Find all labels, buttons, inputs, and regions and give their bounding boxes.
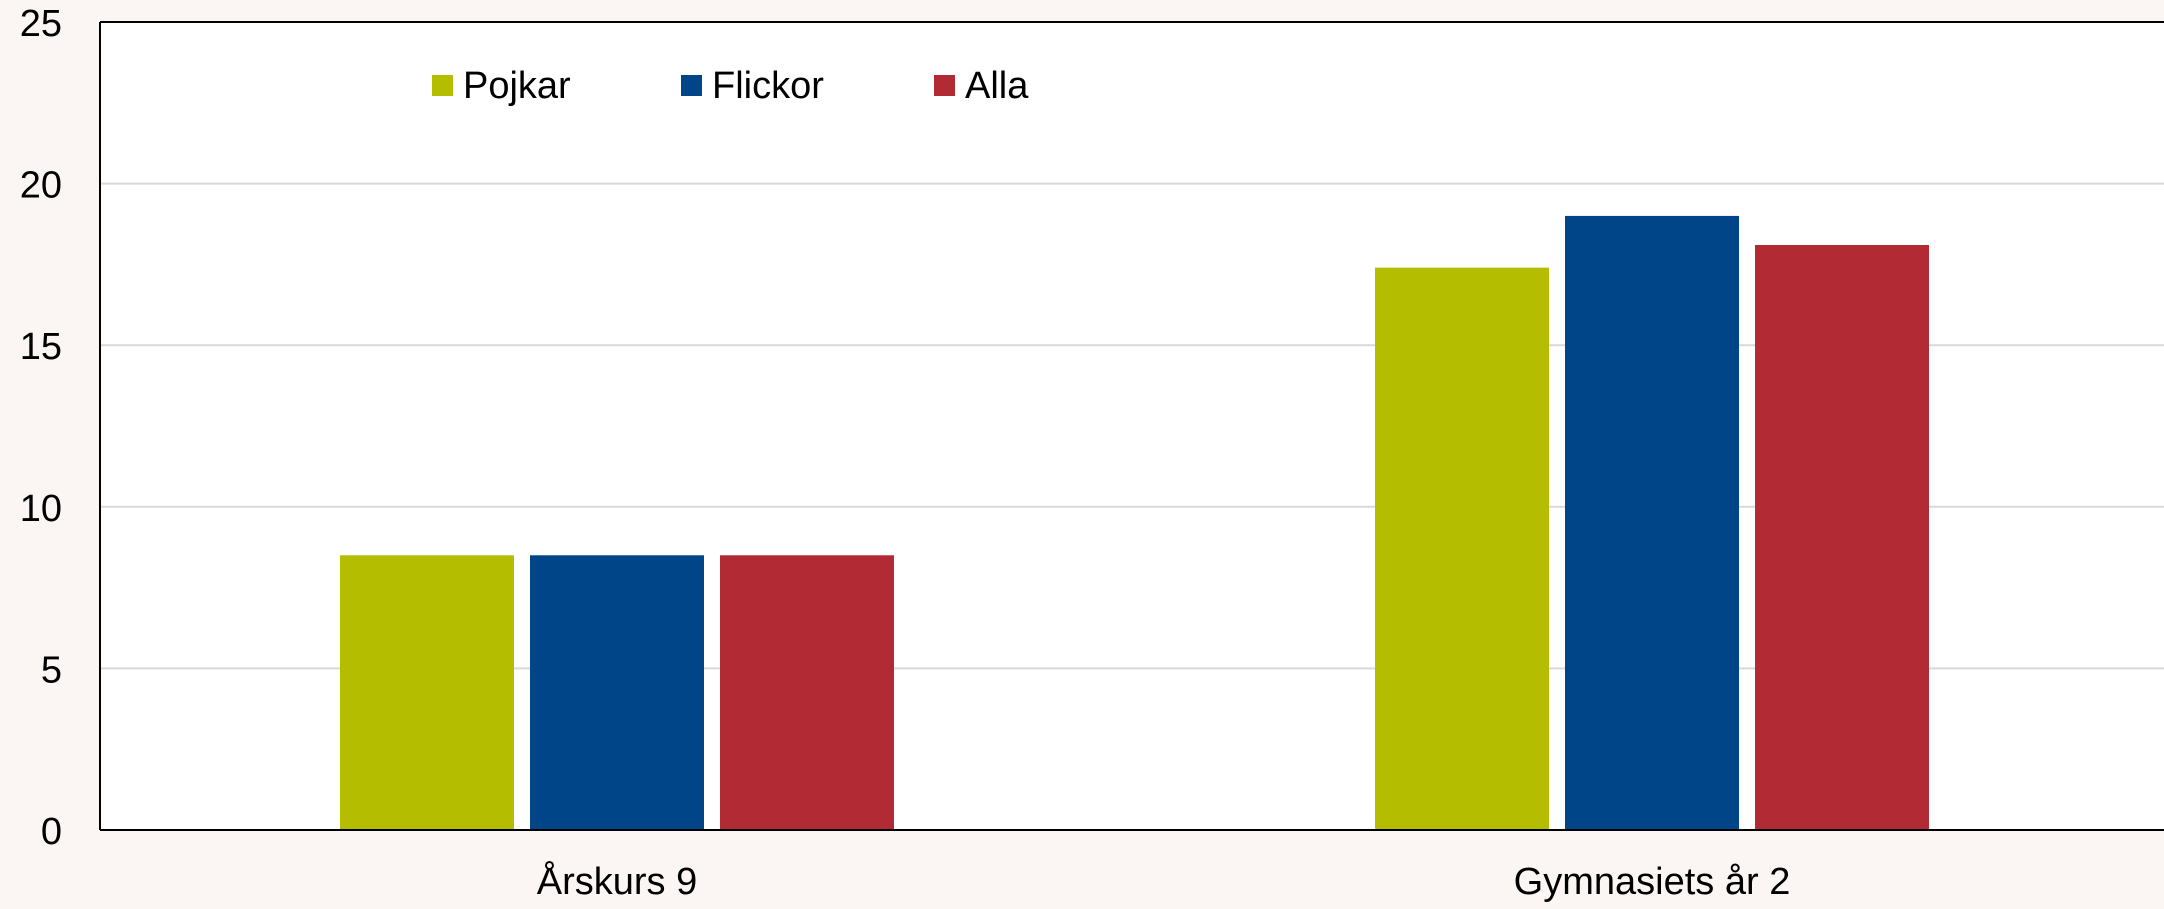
bar-alla-1 (720, 555, 894, 830)
y-tick-label: 0 (41, 811, 62, 853)
legend-label: Pojkar (463, 65, 571, 107)
bar-pojkar-1 (340, 555, 514, 830)
legend-label: Flickor (712, 65, 824, 107)
y-tick-label: 5 (41, 649, 62, 691)
y-tick-label: 20 (20, 165, 62, 207)
bar-alla-2 (1755, 245, 1929, 830)
legend-item-alla: Alla (934, 65, 1029, 107)
y-tick-label: 15 (20, 326, 62, 368)
bars (340, 215, 1929, 831)
bar-flickor-1 (530, 555, 704, 830)
legend-swatch (432, 75, 453, 96)
y-tick-label: 25 (20, 3, 62, 45)
legend-swatch (681, 75, 702, 96)
legend-label: Alla (965, 65, 1029, 107)
axes (99, 21, 2164, 831)
y-tick-labels: 0 5 10 15 20 25 (20, 3, 62, 853)
legend-item-flickor: Flickor (681, 65, 824, 107)
bar-flickor-2 (1565, 215, 1739, 831)
legend: Pojkar Flickor Alla (432, 65, 1029, 107)
y-tick-label: 10 (20, 488, 62, 530)
x-tick-label: Årskurs 9 (537, 859, 697, 903)
x-tick-labels: Årskurs 9 Gymnasiets år 2 (537, 859, 1791, 903)
legend-item-pojkar: Pojkar (432, 65, 571, 107)
bar-pojkar-2 (1375, 267, 1549, 831)
legend-swatch (934, 75, 955, 96)
x-tick-label: Gymnasiets år 2 (1514, 861, 1791, 903)
